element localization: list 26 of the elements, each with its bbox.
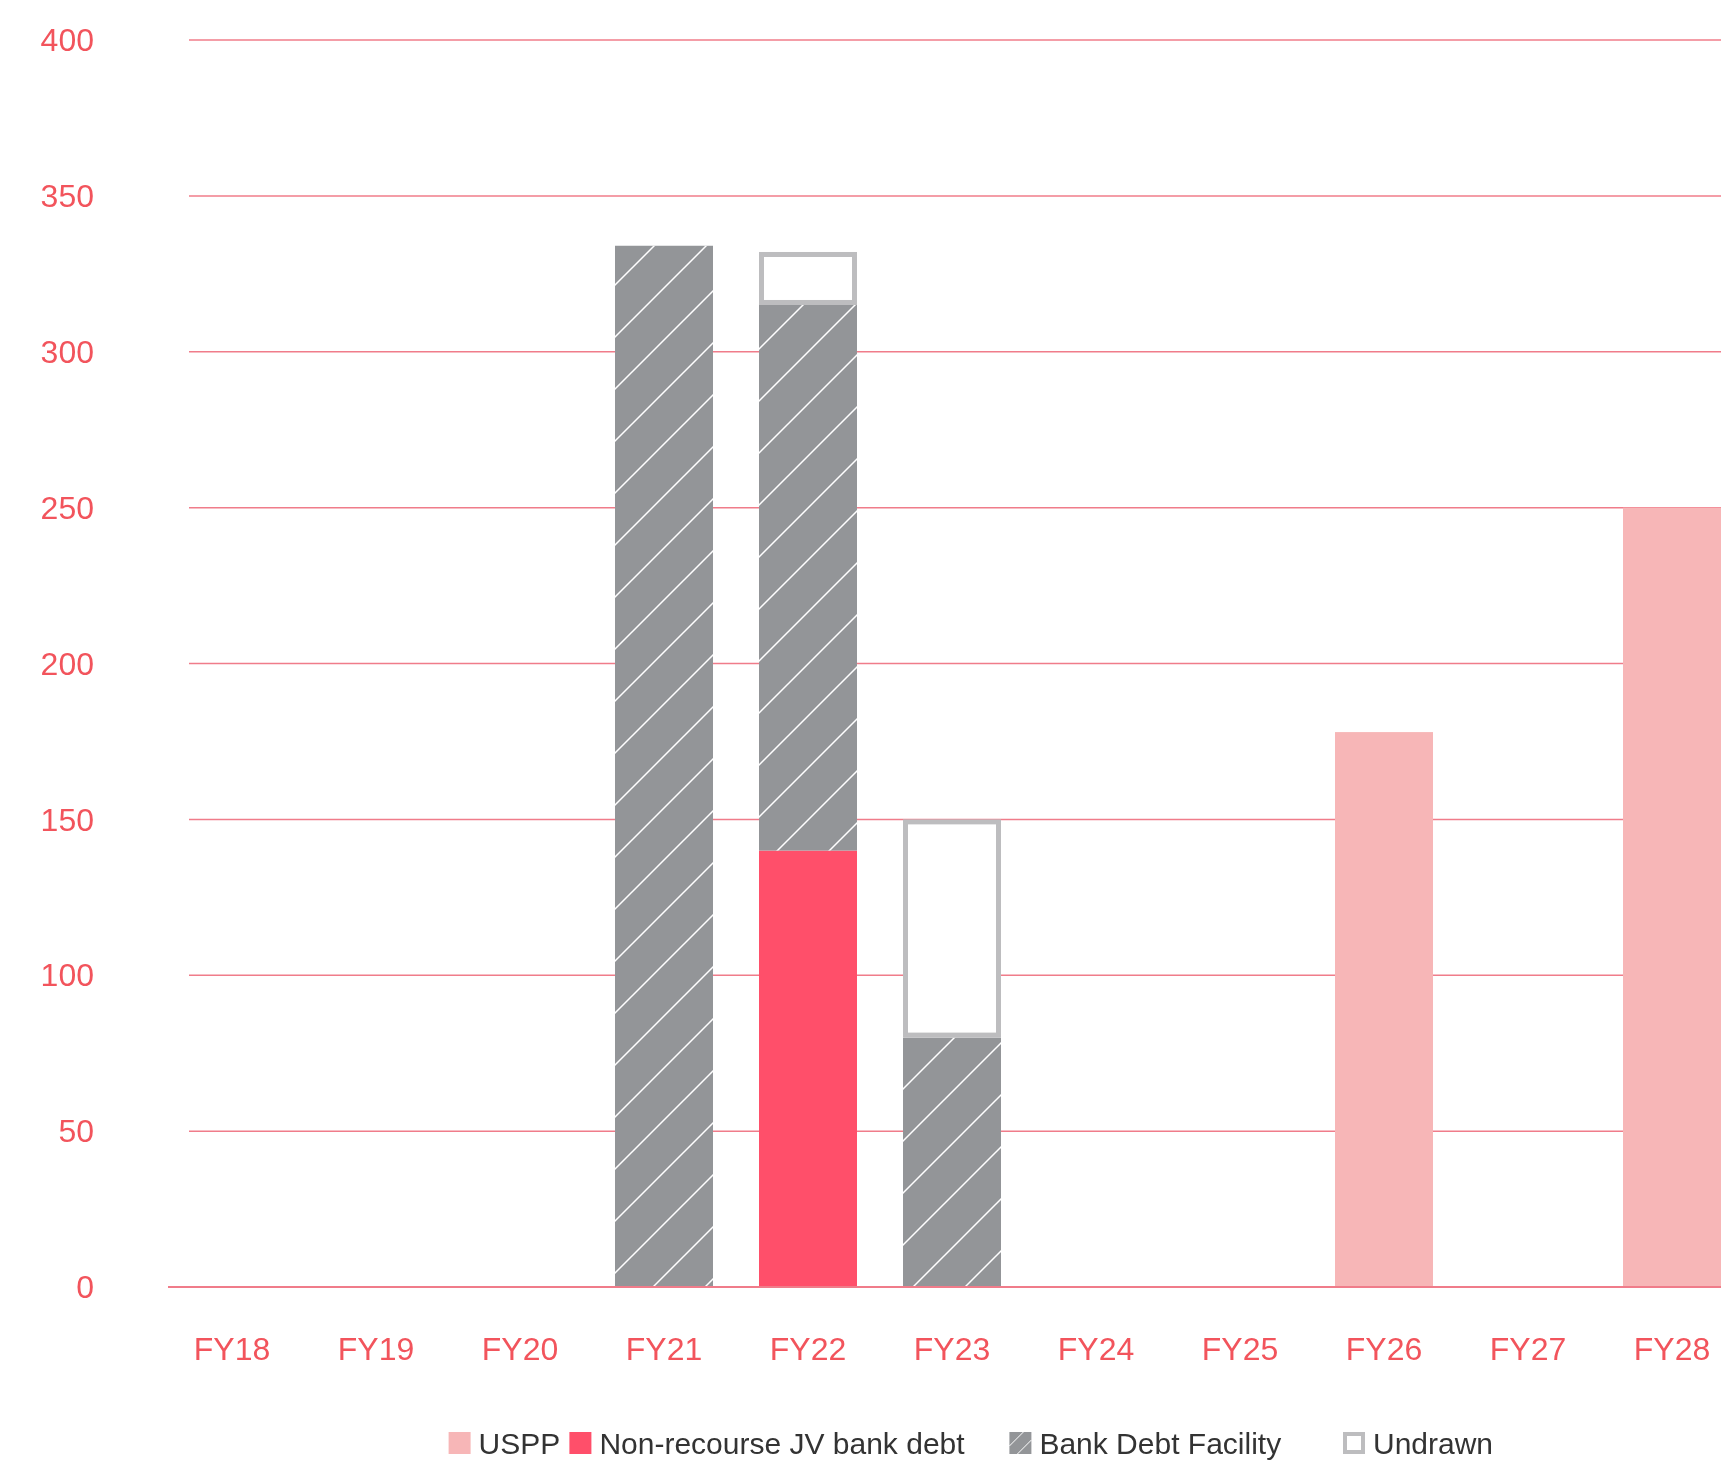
x-tick-label: FY21 bbox=[625, 1331, 703, 1367]
legend-label: Non-recourse JV bank debt bbox=[599, 1427, 966, 1460]
legend-label: Undrawn bbox=[1373, 1427, 1494, 1460]
legend-label: USPP bbox=[478, 1427, 561, 1460]
y-tick-label: 200 bbox=[40, 645, 94, 682]
x-tick-label: FY26 bbox=[1345, 1331, 1423, 1367]
y-tick-label: 400 bbox=[40, 22, 94, 59]
legend-label: Bank Debt Facility bbox=[1039, 1427, 1282, 1460]
y-tick-label: 50 bbox=[58, 1113, 94, 1150]
y-tick-label: 350 bbox=[40, 178, 94, 215]
x-tick-label: FY22 bbox=[769, 1331, 847, 1367]
x-tick-label: FY28 bbox=[1633, 1331, 1711, 1367]
bar bbox=[1335, 732, 1433, 1287]
x-tick-label: FY23 bbox=[913, 1331, 991, 1367]
x-tick-label: FY20 bbox=[481, 1331, 559, 1367]
y-tick-label: 0 bbox=[76, 1269, 94, 1306]
y-tick-label: 300 bbox=[40, 333, 94, 370]
x-tick-label: FY27 bbox=[1489, 1331, 1567, 1367]
x-tick-label: FY24 bbox=[1057, 1331, 1135, 1367]
y-tick-label: 150 bbox=[40, 801, 94, 838]
x-tick-label: FY25 bbox=[1201, 1331, 1279, 1367]
x-tick-label: FY18 bbox=[193, 1331, 271, 1367]
y-tick-label: 250 bbox=[40, 489, 94, 526]
y-tick-label: 100 bbox=[40, 957, 94, 994]
x-tick-label: FY19 bbox=[337, 1331, 415, 1367]
bar bbox=[1623, 507, 1721, 1287]
